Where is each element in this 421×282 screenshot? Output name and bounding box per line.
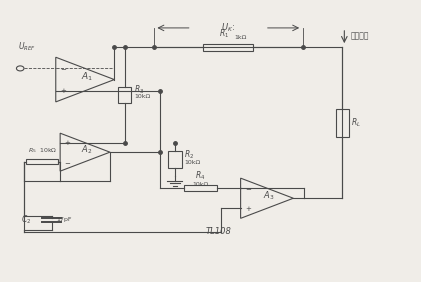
Text: $U_{REF}$: $U_{REF}$ <box>18 41 36 53</box>
Text: $+$: $+$ <box>245 204 252 213</box>
Bar <box>184 185 217 191</box>
Bar <box>118 87 131 103</box>
Text: $-$: $-$ <box>245 185 252 191</box>
Text: $A_2$: $A_2$ <box>81 143 93 156</box>
Text: $+$: $+$ <box>64 138 72 147</box>
Text: $-$: $-$ <box>64 159 72 165</box>
Bar <box>168 151 181 168</box>
Text: $R_L$: $R_L$ <box>352 116 361 129</box>
Text: 17pF: 17pF <box>56 217 72 222</box>
Bar <box>203 44 253 50</box>
Text: $R_4$: $R_4$ <box>195 169 205 182</box>
Text: 1kΩ: 1kΩ <box>234 36 247 41</box>
Text: $A_3$: $A_3$ <box>263 189 275 202</box>
Text: 10kΩ: 10kΩ <box>134 94 150 99</box>
Text: $-$: $-$ <box>60 65 67 71</box>
Text: $R_1$: $R_1$ <box>219 28 229 41</box>
Bar <box>27 159 58 164</box>
Text: $+$: $+$ <box>60 86 67 95</box>
Text: 10kΩ: 10kΩ <box>192 182 208 186</box>
Text: $U_K$:: $U_K$: <box>221 22 235 34</box>
Text: $R_2$: $R_2$ <box>184 149 195 162</box>
Text: $A_1$: $A_1$ <box>81 70 93 83</box>
Bar <box>336 109 349 137</box>
Text: 10kΩ: 10kΩ <box>184 160 200 165</box>
Text: 输出电流: 输出电流 <box>351 32 369 41</box>
Text: $R_5$  10kΩ: $R_5$ 10kΩ <box>28 146 57 155</box>
Text: $C_2$: $C_2$ <box>21 213 32 226</box>
Text: $R_3$: $R_3$ <box>134 83 144 96</box>
Text: TL108: TL108 <box>206 227 232 236</box>
